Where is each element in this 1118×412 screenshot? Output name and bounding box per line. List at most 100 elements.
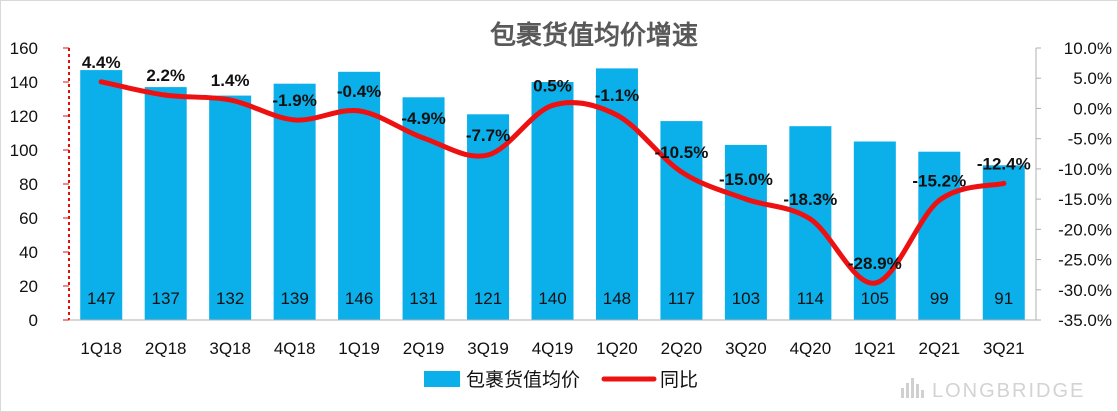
line-value-label: -0.4%	[337, 82, 381, 101]
left-axis-tick-label: 0	[29, 311, 38, 330]
x-axis-tick-label: 3Q21	[983, 339, 1025, 358]
bar-value-label: 99	[930, 289, 949, 308]
line-value-label: 0.5%	[533, 76, 572, 95]
bar-value-label: 114	[797, 289, 824, 308]
bar-value-label: 103	[732, 289, 760, 308]
bar-value-label: 147	[87, 289, 115, 308]
line-value-label: -18.3%	[783, 190, 837, 209]
bar-value-label: 132	[216, 289, 244, 308]
x-axis-tick-label: 1Q20	[596, 339, 638, 358]
chart-title: 包裹货值均价增速	[490, 20, 698, 50]
bar	[982, 165, 1025, 320]
right-axis-tick-label: -20.0%	[1058, 220, 1112, 239]
left-axis-tick-label: 80	[19, 175, 38, 194]
x-axis-tick-label: 1Q18	[80, 339, 122, 358]
watermark: LONGBRIDGE	[901, 378, 1085, 402]
line-point	[485, 152, 491, 158]
x-axis-tick-label: 4Q20	[790, 339, 832, 358]
line-point	[743, 196, 749, 202]
right-axis-tick-label: -5.0%	[1068, 130, 1112, 149]
watermark-logo-icon	[901, 378, 924, 398]
bar-value-label: 117	[668, 289, 695, 308]
bar-value-label: 140	[538, 289, 566, 308]
left-axis-tick-label: 120	[10, 107, 38, 126]
bar-value-label: 137	[152, 289, 180, 308]
x-axis: 1Q18 2Q18 3Q18 4Q18 1Q19 2Q19 3Q19 4Q19 1Q20 2Q20…	[69, 319, 1036, 358]
legend-bar-label: 包裹货值均价	[466, 369, 580, 391]
left-axis: 0 20 40 60 80 100 120 140 160	[10, 39, 70, 330]
line-point	[421, 135, 427, 141]
x-axis-tick-label: 2Q20	[661, 339, 703, 358]
bar	[144, 87, 187, 320]
x-axis-tick-label: 4Q19	[532, 339, 574, 358]
line-value-label: -28.9%	[848, 254, 902, 273]
bar	[660, 121, 703, 320]
line-point	[98, 79, 104, 85]
right-axis-tick-label: -35.0%	[1058, 311, 1112, 330]
left-axis-tick-label: 100	[10, 141, 38, 160]
bar	[80, 70, 123, 320]
line-point	[678, 169, 684, 175]
line-point	[614, 112, 620, 118]
line-value-label: -1.1%	[595, 86, 639, 105]
line-value-label: -15.2%	[912, 171, 966, 190]
x-axis-tick-label: 2Q18	[145, 339, 187, 358]
x-axis-tick-label: 2Q21	[919, 339, 961, 358]
left-axis-tick-label: 60	[19, 209, 38, 228]
line-point	[1001, 180, 1007, 186]
line-point	[872, 280, 878, 286]
line-value-label: 4.4%	[82, 53, 121, 72]
line-point	[550, 102, 555, 108]
x-axis-tick-label: 1Q21	[854, 339, 896, 358]
right-axis: -35.0% -30.0% -25.0% -20.0% -15.0% -10.0% -5.0…	[1035, 39, 1112, 330]
legend-line-label: 同比	[660, 369, 698, 391]
watermark-text: LONGBRIDGE	[932, 380, 1085, 402]
x-axis-tick-label: 2Q19	[403, 339, 445, 358]
right-axis-tick-label: -25.0%	[1058, 251, 1112, 270]
right-axis-tick-label: 0.0%	[1073, 99, 1112, 118]
bar-value-label: 148	[603, 289, 631, 308]
bar	[853, 141, 896, 320]
x-axis-tick-label: 3Q19	[467, 339, 509, 358]
left-axis-tick-label: 160	[10, 39, 38, 58]
x-axis-tick-label: 3Q18	[209, 339, 251, 358]
line-value-label: -1.9%	[272, 91, 316, 110]
x-axis-tick-label: 4Q18	[274, 339, 316, 358]
line-point	[356, 108, 362, 114]
line-point	[163, 92, 169, 98]
line-series: 4.4% 2.2% 1.4% -1.9% -0.4% -4.9% -7.7% 0.5% -1.1…	[82, 53, 1031, 286]
bar	[789, 126, 832, 320]
legend-bar-swatch	[424, 371, 460, 387]
left-axis-tick-label: 140	[10, 73, 38, 92]
line-value-label: -10.5%	[654, 143, 708, 162]
right-axis-tick-label: -15.0%	[1058, 190, 1112, 209]
line-value-label: -4.9%	[401, 109, 445, 128]
bar-value-label: 139	[280, 289, 308, 308]
left-axis-tick-label: 40	[19, 243, 38, 262]
x-axis-tick-label: 1Q19	[338, 339, 380, 358]
bar	[273, 83, 316, 320]
line-point	[292, 117, 298, 123]
bar	[724, 144, 767, 320]
line-value-label: -7.7%	[466, 126, 510, 145]
line-value-label: 1.4%	[211, 71, 250, 90]
left-axis-tick-label: 20	[19, 277, 38, 296]
line-point	[807, 216, 813, 222]
line-value-label: -15.0%	[719, 170, 773, 189]
bar	[918, 151, 961, 320]
right-axis-tick-label: -10.0%	[1058, 160, 1112, 179]
bar-value-label: 121	[474, 289, 502, 308]
bar	[531, 82, 574, 320]
bar-value-label: 91	[994, 289, 1013, 308]
right-axis-tick-label: 5.0%	[1073, 69, 1112, 88]
line-value-label: -12.4%	[977, 154, 1031, 173]
line-value-label: 2.2%	[146, 66, 185, 85]
bar-value-label: 131	[409, 289, 437, 308]
bar-value-label: 146	[345, 289, 373, 308]
line-point	[227, 97, 233, 103]
line-path	[98, 79, 1007, 286]
bar	[209, 95, 252, 320]
x-axis-tick-label: 3Q20	[725, 339, 767, 358]
